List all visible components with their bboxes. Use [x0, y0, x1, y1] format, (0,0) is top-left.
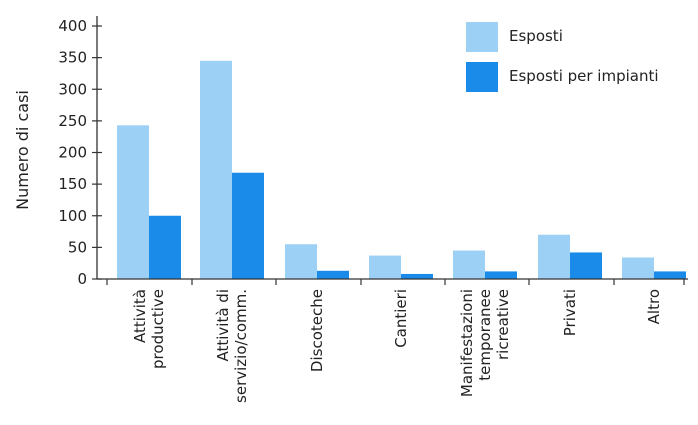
legend: Esposti Esposti per impianti [466, 22, 659, 92]
y-tick-label-150: 150 [58, 175, 87, 193]
bar-esposti-0 [117, 125, 149, 280]
category-label-5-0: Privati [561, 289, 579, 336]
category-label-4-2: ricreative [494, 289, 512, 360]
y-tick-label-50: 50 [68, 238, 87, 256]
category-label-3-0: Cantieri [392, 289, 410, 348]
bar-esposti-6 [622, 257, 654, 279]
category-label-4-0: Manifestazioni [458, 289, 476, 397]
bar-esposti-5 [538, 234, 570, 279]
y-tick-label-400: 400 [58, 17, 87, 35]
bar-esposti-3 [369, 255, 401, 279]
bar-esposti-2 [285, 244, 317, 279]
category-label-0-1: productive [149, 289, 167, 369]
y-tick-label-0: 0 [77, 270, 87, 288]
legend-swatch-esposti-per-impianti [466, 62, 498, 92]
y-tick-label-100: 100 [58, 207, 87, 225]
bars-group [117, 60, 686, 280]
bar-esposti-per-impianti-2 [317, 270, 349, 279]
bar-esposti-per-impianti-4 [485, 271, 517, 279]
bar-esposti-4 [453, 250, 485, 279]
bar-esposti-per-impianti-1 [232, 172, 264, 279]
y-axis-title: Numero di casi [13, 90, 32, 210]
legend-swatch-esposti [466, 22, 498, 52]
bar-esposti-per-impianti-6 [654, 271, 686, 279]
legend-label-esposti: Esposti [509, 27, 563, 45]
category-label-6-0: Altro [645, 289, 663, 324]
category-label-4-1: temporanee [476, 289, 494, 381]
y-tick-label-250: 250 [58, 112, 87, 130]
category-label-0-0: Attività [131, 289, 149, 343]
bar-esposti-1 [200, 60, 232, 279]
bar-esposti-per-impianti-0 [149, 215, 181, 279]
bar-esposti-per-impianti-5 [570, 252, 602, 279]
legend-label-esposti-per-impianti: Esposti per impianti [509, 67, 659, 85]
bar-esposti-per-impianti-3 [401, 273, 433, 279]
category-label-1-0: Attività di [214, 289, 232, 362]
category-label-2-0: Discoteche [308, 289, 326, 372]
category-label-1-1: servizio/comm. [232, 289, 250, 403]
y-tick-label-300: 300 [58, 80, 87, 98]
axes-group: 0 50 100 150 200 250 300 350 400 Numero di casi At… [13, 16, 688, 403]
y-tick-label-200: 200 [58, 144, 87, 162]
y-tick-label-350: 350 [58, 49, 87, 67]
